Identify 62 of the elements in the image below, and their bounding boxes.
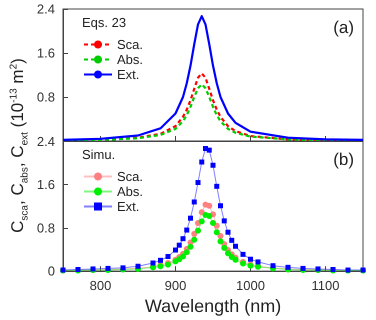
- point: [214, 184, 220, 189]
- x-tick-label: 1100: [312, 278, 340, 294]
- point: [229, 238, 234, 243]
- x-tick-label: 800: [90, 278, 112, 294]
- point: [136, 264, 140, 269]
- point: [221, 244, 228, 251]
- y-tick-label: 1.6: [36, 46, 55, 60]
- x-tick-label: 1000: [236, 278, 265, 294]
- point: [188, 216, 193, 221]
- point: [210, 220, 216, 226]
- point: [196, 180, 200, 186]
- y-tick-label: 0.8: [36, 220, 55, 236]
- point: [198, 218, 205, 224]
- point: [248, 256, 253, 262]
- point: [206, 213, 212, 220]
- point: [180, 236, 186, 242]
- point: [218, 238, 224, 244]
- point: [222, 218, 227, 224]
- point: [199, 160, 204, 165]
- point: [206, 202, 212, 209]
- point: [218, 233, 224, 239]
- legend-title: Simu.: [82, 147, 116, 162]
- point: [210, 162, 216, 168]
- point: [188, 244, 194, 250]
- legend-label: Ext.: [117, 199, 140, 214]
- point: [158, 258, 163, 263]
- point: [195, 228, 201, 234]
- point: [180, 254, 186, 260]
- legend-label: Sca.: [117, 169, 144, 184]
- annotation: (a): [333, 18, 354, 37]
- point: [218, 203, 223, 208]
- point: [184, 249, 190, 256]
- y-tick-label: 2.4: [36, 134, 55, 149]
- point: [206, 148, 212, 153]
- legend-title: Eqs. 23: [82, 15, 126, 30]
- point: [270, 263, 276, 268]
- point: [150, 260, 156, 266]
- point: [176, 242, 182, 248]
- x-tick-label: 900: [164, 278, 186, 294]
- point: [192, 199, 197, 204]
- legend-label: Sca.: [117, 37, 144, 52]
- legend-label: Abs.: [117, 52, 144, 67]
- point: [214, 229, 220, 236]
- legend-label: Abs.: [117, 184, 144, 199]
- point: [173, 248, 178, 253]
- point: [225, 250, 231, 256]
- legend-label: Ext.: [117, 67, 140, 82]
- x-axis-title: Wavelength (nm): [144, 296, 282, 316]
- point: [256, 259, 260, 264]
- line-series: [62, 15, 364, 141]
- annotation: (b): [333, 150, 354, 169]
- point: [184, 228, 190, 233]
- point: [166, 254, 170, 260]
- point: [240, 252, 246, 257]
- y-tick-label: 2.4: [36, 2, 55, 16]
- point: [191, 230, 198, 237]
- y-tick-label: 1.6: [36, 177, 55, 192]
- y-tick-label: 0: [48, 264, 55, 279]
- y-tick-label: 0.8: [36, 90, 55, 104]
- point: [233, 244, 238, 249]
- point: [226, 230, 230, 235]
- point: [191, 236, 198, 243]
